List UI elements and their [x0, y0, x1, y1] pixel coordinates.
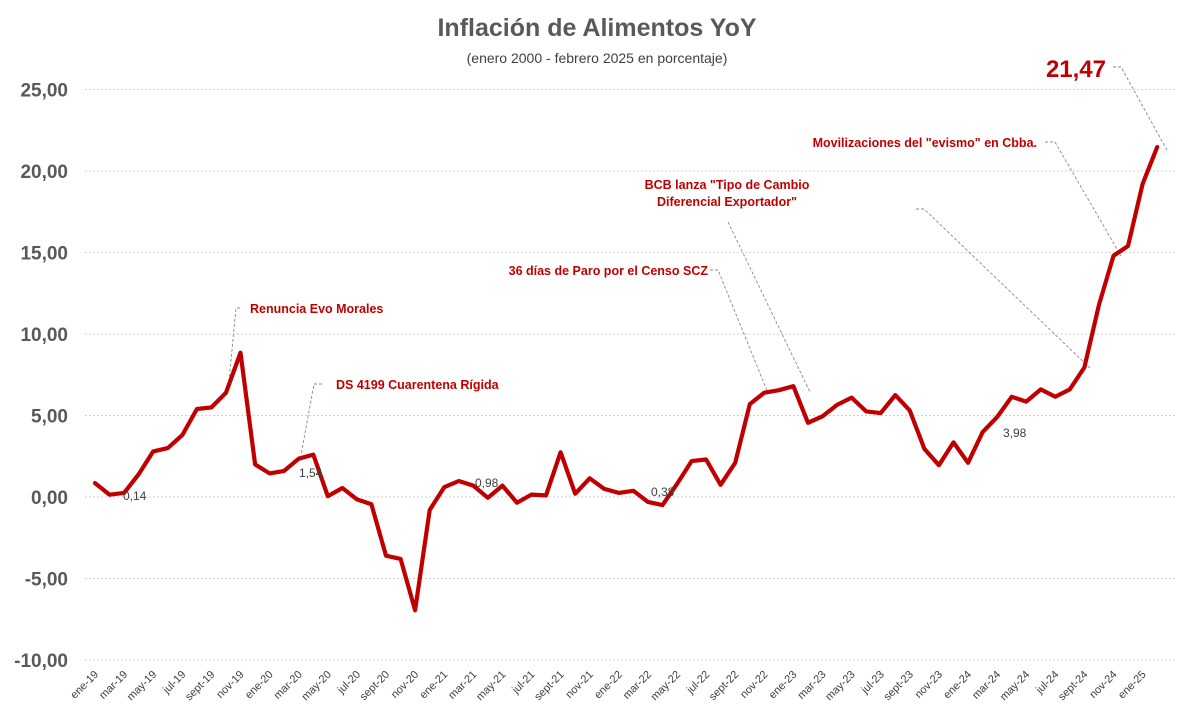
x-tick-label: nov-20	[389, 669, 421, 701]
x-tick-label: may-23	[823, 669, 857, 703]
x-tick-label: nov-21	[564, 669, 596, 701]
annotation-leader	[1113, 66, 1168, 151]
x-tick-label: ene-20	[243, 669, 276, 702]
series-line	[92, 144, 1160, 613]
annotation-leader	[227, 307, 240, 393]
final-value-label: 21,47	[1046, 56, 1106, 83]
y-tick-label: 5,00	[31, 407, 68, 428]
data-labels: 0,14 1,54 0,98 0,38 3,98 21,47	[123, 56, 1106, 503]
y-tick-label: 10,00	[20, 325, 68, 346]
x-tick-label: nov-24	[1087, 669, 1119, 701]
x-tick-label: sept-21	[532, 669, 566, 703]
x-tick-label: may-24	[998, 669, 1032, 703]
x-tick-label: may-21	[474, 669, 508, 703]
annotation-leader	[727, 221, 811, 393]
x-tick-label: ene-24	[941, 669, 974, 702]
annotations: Renuncia Evo Morales DS 4199 Cuarentena R…	[250, 136, 1037, 392]
x-tick-label: ene-23	[767, 669, 800, 702]
x-tick-label: mar-21	[446, 669, 479, 702]
data-label: 1,54	[299, 466, 323, 480]
y-tick-label: -10,00	[14, 651, 68, 672]
data-label: 3,98	[1003, 426, 1027, 440]
x-tick-label: mar-19	[97, 669, 130, 702]
x-tick-label: ene-19	[68, 669, 101, 702]
x-tick-label: nov-19	[214, 669, 246, 701]
data-label: 0,98	[475, 476, 499, 490]
annotation-label: Renuncia Evo Morales	[250, 302, 383, 316]
x-tick-label: sept-19	[183, 669, 217, 703]
x-tick-label: sept-22	[707, 669, 741, 703]
y-tick-label: -5,00	[25, 570, 68, 591]
x-tick-label: mar-20	[272, 669, 305, 702]
x-tick-label: mar-23	[795, 669, 828, 702]
y-tick-label: 25,00	[20, 81, 68, 102]
x-tick-label: nov-23	[913, 669, 945, 701]
x-tick-label: mar-24	[970, 669, 1003, 702]
y-tick-label: 20,00	[20, 162, 68, 183]
x-tick-label: ene-25	[1116, 669, 1149, 702]
y-tick-label: 15,00	[20, 244, 68, 265]
annotation-label: Movilizaciones del "evismo" en Cbba.	[813, 136, 1037, 150]
data-label: 0,14	[123, 489, 147, 503]
annotation-leaders	[227, 66, 1168, 456]
x-tick-label: sept-23	[881, 669, 915, 703]
x-tick-label: may-20	[299, 669, 333, 703]
x-tick-label: may-19	[125, 669, 159, 703]
data-label: 0,38	[651, 485, 675, 499]
annotation-leader	[1045, 141, 1122, 257]
chart-title: Inflación de Alimentos YoY	[437, 14, 757, 42]
series-line-group	[92, 144, 1160, 613]
x-tick-label: mar-22	[621, 669, 654, 702]
x-tick-label: ene-21	[418, 669, 451, 702]
x-tick-label: ene-22	[592, 669, 625, 702]
x-tick-label: sept-24	[1056, 669, 1090, 703]
annotation-leader	[710, 269, 769, 394]
y-tick-label: 0,00	[31, 488, 68, 509]
chart-subtitle: (enero 2000 - febrero 2025 en porcentaje…	[466, 50, 728, 66]
annotation-label: 36 días de Paro por el Censo SCZ	[509, 264, 709, 278]
y-axis: -10,00 -5,00 0,00 5,00 10,00 15,00 20,00 25,00	[14, 81, 68, 673]
x-tick-label: sept-20	[358, 669, 392, 703]
annotation-label: BCB lanza "Tipo de Cambio	[645, 178, 810, 192]
annotation-leader	[916, 208, 1091, 369]
annotation-label: DS 4199 Cuarentena Rígida	[336, 378, 500, 392]
annotation-leader	[300, 383, 322, 456]
x-tick-label: nov-22	[738, 669, 770, 701]
gridlines	[85, 89, 1175, 661]
x-tick-label: may-22	[649, 669, 683, 703]
annotation-label: Diferencial Exportador"	[657, 195, 797, 209]
